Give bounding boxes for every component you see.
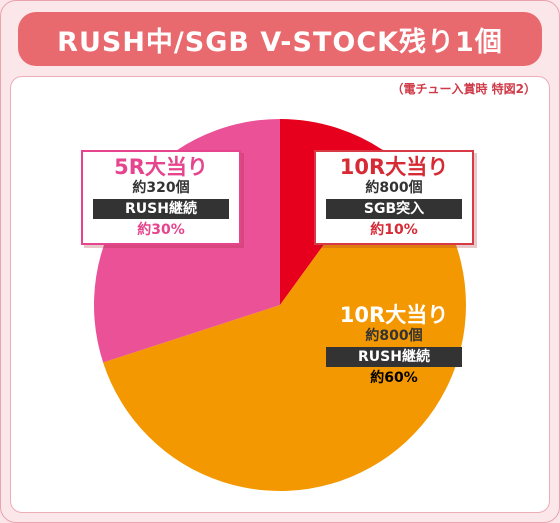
slice-label-10r-sgb: 10R大当り 約800個 SGB突入 約10% [314, 150, 474, 245]
slice-percent: 約10% [370, 222, 418, 238]
slice-route: RUSH継続 [325, 347, 463, 367]
slice-title: 10R大当り [339, 155, 449, 179]
chart-title: RUSH中/SGB V-STOCK残り1個 [18, 12, 542, 66]
slice-title: 5R大当り [114, 155, 208, 179]
slice-count: 約800個 [365, 328, 423, 344]
slice-title: 10R大当り [339, 303, 449, 327]
chart-note: （電チュー入賞時 特図2） [391, 82, 536, 96]
slice-label-5r-rush: 5R大当り 約320個 RUSH継続 約30% [81, 150, 241, 245]
slice-route: SGB突入 [325, 199, 463, 219]
slice-percent: 約30% [137, 222, 185, 238]
slice-label-10r-rush: 10R大当り 約800個 RUSH継続 約60% [316, 300, 472, 391]
slice-count: 約320個 [132, 180, 190, 196]
slice-route: RUSH継続 [92, 199, 230, 219]
slice-count: 約800個 [365, 180, 423, 196]
slice-percent: 約60% [370, 370, 418, 386]
